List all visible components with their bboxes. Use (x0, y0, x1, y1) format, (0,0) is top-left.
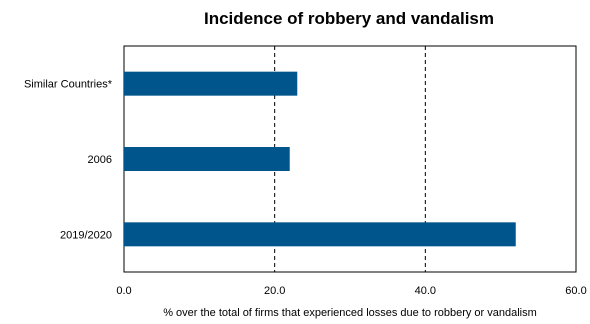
category-label-0: Similar Countries* (24, 79, 113, 91)
x-tick-labels: 0.0 20.0 40.0 60.0 (116, 285, 586, 297)
bar-2 (124, 222, 516, 247)
x-tick-label-3: 60.0 (565, 285, 586, 297)
x-tick-label-0: 0.0 (116, 285, 131, 297)
category-label-1: 2006 (88, 154, 112, 166)
x-tick-label-1: 20.0 (264, 285, 285, 297)
category-label-2: 2019/2020 (60, 229, 112, 241)
x-axis-label: % over the total of firms that experienc… (163, 307, 537, 319)
bar-0 (124, 71, 298, 96)
x-tick-label-2: 40.0 (415, 285, 436, 297)
chart-title: Incidence of robbery and vandalism (204, 9, 494, 28)
bar-1 (124, 147, 290, 171)
bars (124, 71, 516, 247)
category-labels: Similar Countries* 2006 2019/2020 (24, 79, 113, 242)
